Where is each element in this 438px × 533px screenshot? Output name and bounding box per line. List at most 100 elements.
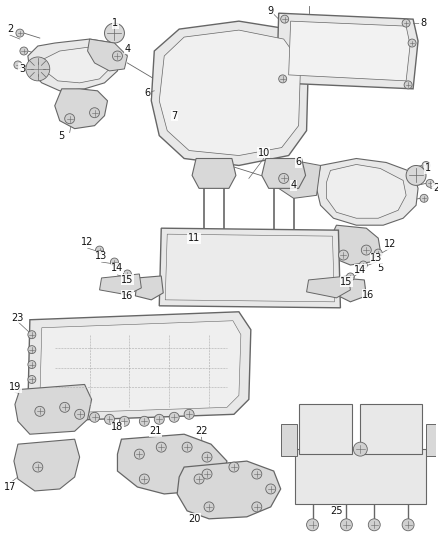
Polygon shape: [151, 21, 308, 165]
Circle shape: [307, 519, 318, 531]
Circle shape: [426, 180, 434, 188]
Text: 1: 1: [425, 164, 431, 173]
Text: 21: 21: [149, 426, 162, 436]
Text: 6: 6: [144, 88, 150, 98]
Circle shape: [139, 474, 149, 484]
Circle shape: [105, 23, 124, 43]
Text: 14: 14: [111, 263, 124, 273]
Circle shape: [26, 57, 50, 81]
Text: 5: 5: [59, 131, 65, 141]
Circle shape: [14, 61, 22, 69]
Circle shape: [204, 502, 214, 512]
Text: 2: 2: [433, 183, 438, 193]
Circle shape: [368, 519, 380, 531]
Polygon shape: [289, 21, 410, 81]
Polygon shape: [281, 424, 297, 456]
Circle shape: [33, 462, 43, 472]
Circle shape: [359, 261, 367, 269]
Circle shape: [28, 375, 36, 383]
Polygon shape: [299, 405, 352, 454]
Circle shape: [90, 108, 99, 118]
Polygon shape: [40, 321, 241, 413]
Circle shape: [95, 246, 103, 254]
Text: 3: 3: [19, 64, 25, 74]
Polygon shape: [28, 312, 251, 421]
Polygon shape: [295, 449, 426, 504]
Circle shape: [279, 173, 289, 183]
Circle shape: [420, 195, 428, 203]
Polygon shape: [15, 384, 92, 434]
Circle shape: [154, 414, 164, 424]
Text: 19: 19: [9, 383, 21, 392]
Text: 18: 18: [111, 422, 124, 432]
Text: 13: 13: [95, 251, 108, 261]
Circle shape: [408, 39, 416, 47]
Polygon shape: [328, 225, 380, 265]
Text: 1: 1: [113, 18, 119, 28]
Circle shape: [252, 502, 262, 512]
Circle shape: [169, 413, 179, 422]
Text: 4: 4: [290, 180, 297, 190]
Circle shape: [35, 406, 45, 416]
Polygon shape: [99, 274, 141, 295]
Circle shape: [374, 249, 382, 257]
Text: 15: 15: [340, 277, 353, 287]
Text: 4: 4: [124, 44, 131, 54]
Text: 9: 9: [268, 6, 274, 16]
Circle shape: [279, 75, 286, 83]
Circle shape: [406, 165, 426, 185]
Polygon shape: [14, 439, 80, 491]
Circle shape: [402, 19, 410, 27]
Circle shape: [202, 452, 212, 462]
Polygon shape: [326, 165, 406, 218]
Circle shape: [124, 270, 131, 278]
Text: 11: 11: [188, 233, 200, 243]
Polygon shape: [277, 13, 418, 89]
Circle shape: [346, 273, 354, 281]
Polygon shape: [262, 158, 306, 188]
Circle shape: [16, 29, 24, 37]
Circle shape: [194, 474, 204, 484]
Circle shape: [339, 250, 348, 260]
Polygon shape: [339, 278, 366, 302]
Circle shape: [404, 81, 412, 89]
Circle shape: [353, 442, 367, 456]
Circle shape: [340, 519, 352, 531]
Polygon shape: [192, 158, 236, 188]
Circle shape: [182, 442, 192, 452]
Circle shape: [28, 360, 36, 368]
Text: 16: 16: [121, 291, 134, 301]
Circle shape: [402, 519, 414, 531]
Polygon shape: [159, 30, 300, 156]
Text: 20: 20: [188, 514, 200, 524]
Circle shape: [156, 442, 166, 452]
Polygon shape: [135, 276, 163, 300]
Text: 10: 10: [258, 148, 270, 158]
Polygon shape: [88, 39, 127, 71]
Text: 17: 17: [4, 482, 16, 492]
Text: 8: 8: [420, 18, 426, 28]
Circle shape: [20, 47, 28, 55]
Circle shape: [266, 484, 276, 494]
Circle shape: [105, 414, 114, 424]
Circle shape: [120, 416, 129, 426]
Circle shape: [139, 416, 149, 426]
Circle shape: [281, 15, 289, 23]
Circle shape: [28, 345, 36, 353]
Text: 23: 23: [12, 313, 24, 323]
Text: 16: 16: [362, 290, 374, 300]
Circle shape: [134, 449, 145, 459]
Text: 22: 22: [195, 426, 207, 436]
Polygon shape: [44, 47, 110, 83]
Text: 12: 12: [81, 237, 94, 247]
Circle shape: [422, 161, 430, 169]
Text: 2: 2: [7, 24, 13, 34]
Circle shape: [110, 258, 118, 266]
Circle shape: [202, 469, 212, 479]
Polygon shape: [55, 89, 107, 128]
Polygon shape: [117, 434, 227, 494]
Polygon shape: [165, 234, 335, 302]
Circle shape: [28, 330, 36, 338]
Circle shape: [184, 409, 194, 419]
Polygon shape: [426, 424, 438, 456]
